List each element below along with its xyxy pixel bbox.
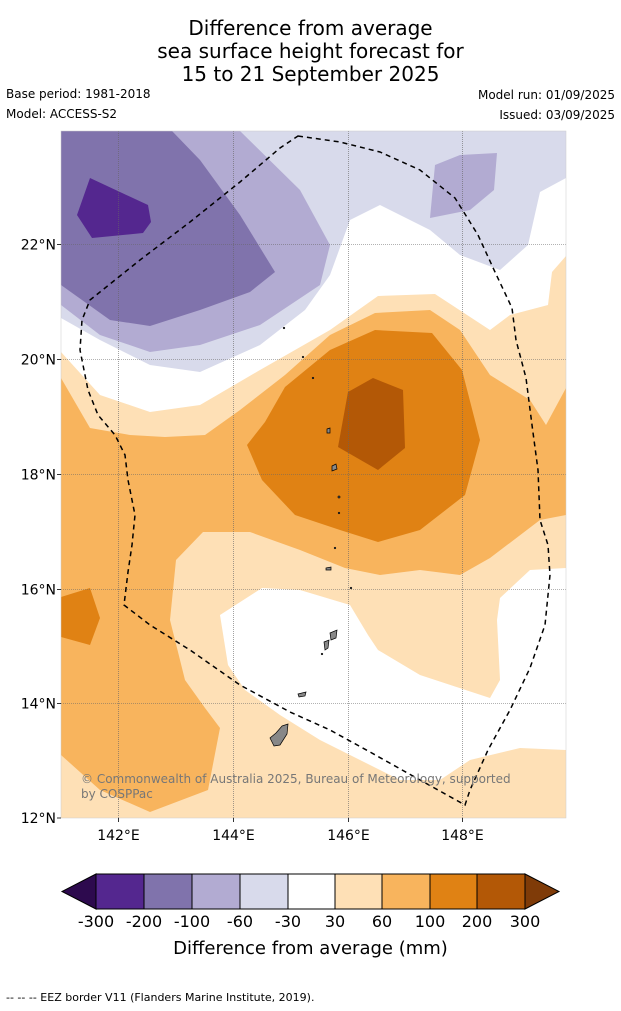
- colorbar-bin-9: [476, 873, 526, 910]
- colorbar-tick: -60: [226, 912, 254, 931]
- copyright-credit: © Commonwealth of Australia 2025, Bureau…: [81, 772, 511, 801]
- colorbar: [60, 873, 561, 910]
- island-small-6: [282, 326, 286, 330]
- island-small-8: [320, 652, 324, 656]
- contour-100-60-ne: [430, 153, 497, 218]
- colorbar-bin-5: [287, 873, 336, 910]
- contour-300-200-neg: [77, 178, 151, 238]
- island-small-2: [337, 511, 341, 515]
- colorbar-extend-low: [60, 873, 97, 910]
- colorbar-tick: -30: [274, 912, 302, 931]
- contour-100-200-west: [61, 588, 100, 645]
- contour-200-100-neg: [61, 131, 275, 326]
- colorbar-tick: -300: [77, 912, 115, 931]
- colorbar-bin-8: [429, 873, 478, 910]
- lat-label-20n: 20°N: [21, 353, 56, 369]
- eez-border: [79, 135, 551, 807]
- contour-30-zero-south: [220, 568, 566, 780]
- colorbar-tick: -200: [125, 912, 163, 931]
- model-name: Model: ACCESS-S2: [6, 107, 118, 121]
- lat-label-22n: 22°N: [21, 238, 56, 254]
- colorbar-tick: 100: [414, 912, 446, 931]
- contour-200-300: [338, 378, 405, 470]
- colorbar-bin-1: [95, 873, 145, 910]
- lon-label-142e: 142°E: [97, 828, 140, 844]
- model-run: Model run: 01/09/2025: [477, 88, 615, 102]
- lon-label-144e: 144°E: [212, 828, 255, 844]
- island-small-5: [301, 355, 305, 359]
- lat-label-16n: 16°N: [21, 583, 56, 599]
- island-rota: [297, 691, 307, 698]
- lon-label-148e: 148°E: [441, 828, 484, 844]
- colorbar-tick: 30: [324, 912, 346, 931]
- title-line-3: 15 to 21 September 2025: [181, 62, 440, 86]
- colorbar-tick: 60: [371, 912, 393, 931]
- title-line-1: Difference from average: [188, 16, 433, 40]
- islands: [269, 326, 353, 747]
- colorbar-bin-4: [239, 873, 289, 910]
- island-saipan: [329, 629, 338, 641]
- colorbar-bin-6: [334, 873, 383, 910]
- island-small-3: [333, 546, 337, 550]
- island-agrihan: [326, 427, 331, 434]
- island-pagan: [331, 463, 338, 472]
- axis-ticks: [57, 244, 463, 822]
- colorbar-bin-3: [191, 873, 241, 910]
- title-line-2: sea surface height forecast for: [157, 39, 464, 63]
- eez-legend-footer: -- -- -- EEZ border V11 (Flanders Marine…: [6, 991, 315, 1004]
- lat-label-12n: 12°N: [21, 811, 56, 827]
- colorbar-tick: -100: [173, 912, 211, 931]
- island-anatahan: [325, 566, 332, 571]
- island-small-4: [311, 376, 315, 380]
- island-tinian: [323, 639, 330, 651]
- colorbar-bin-2: [143, 873, 193, 910]
- lat-label-14n: 14°N: [21, 697, 56, 713]
- lat-label-18n: 18°N: [21, 468, 56, 484]
- colorbar-extend-high: [524, 873, 561, 910]
- colorbar-title: Difference from average (mm): [173, 938, 448, 959]
- island-small-7: [349, 586, 353, 590]
- base-period: Base period: 1981-2018: [6, 87, 151, 101]
- island-small-1: [337, 495, 341, 499]
- forecast-map: 22°N 20°N 18°N 16°N 14°N 12°N 142°E 144°…: [21, 130, 567, 910]
- issued-date: Issued: 03/09/2025: [499, 108, 615, 122]
- colorbar-bin-7: [381, 873, 431, 910]
- island-guam: [269, 723, 289, 747]
- colorbar-tick: 300: [509, 912, 541, 931]
- colorbar-tick: 200: [461, 912, 493, 931]
- lon-label-146e: 146°E: [327, 828, 370, 844]
